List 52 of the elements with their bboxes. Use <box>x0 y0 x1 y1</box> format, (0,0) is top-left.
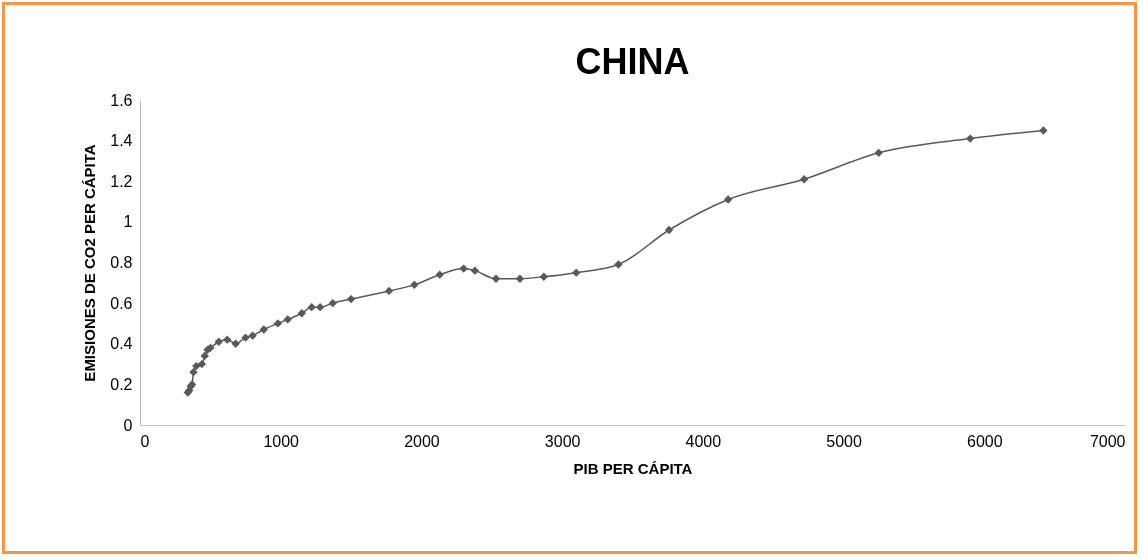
point <box>346 294 356 304</box>
point <box>724 195 733 204</box>
point <box>539 272 549 281</box>
y-tick-label: 0.8 <box>110 254 133 271</box>
point <box>799 175 809 184</box>
chart-title: CHINA <box>575 41 690 82</box>
x-tick-label: 6000 <box>966 432 1003 450</box>
point <box>491 274 501 283</box>
y-tick-label: 1.6 <box>110 91 133 109</box>
point <box>1039 126 1048 135</box>
point <box>459 264 468 273</box>
point <box>307 303 316 312</box>
x-tick-label: 1000 <box>263 432 300 450</box>
y-tick-label: 0.6 <box>110 294 133 312</box>
point <box>470 266 480 275</box>
point <box>328 298 337 308</box>
y-tick-label: 1.4 <box>110 132 133 150</box>
point <box>515 274 525 283</box>
point <box>410 280 419 290</box>
x-tick-label: 3000 <box>544 432 581 450</box>
y-tick-label: 0 <box>123 416 133 434</box>
point <box>572 268 581 277</box>
point <box>315 303 325 312</box>
x-tick-label: 5000 <box>826 432 862 450</box>
point <box>241 333 250 342</box>
point <box>297 309 306 318</box>
y-axis-title: EMISIONES DE CO2 PER CÁPITA <box>81 144 99 382</box>
point <box>189 368 198 377</box>
point <box>200 351 209 361</box>
y-tick-label: 1 <box>123 213 133 231</box>
point <box>874 148 883 157</box>
x-tick-label: 2000 <box>404 432 440 450</box>
point <box>223 335 232 344</box>
x-tick-label: 7000 <box>1089 432 1126 450</box>
point <box>384 286 394 296</box>
y-tick-label: 0.2 <box>110 375 133 393</box>
point <box>248 331 257 340</box>
x-axis-title: PIB PER CÁPITA <box>573 459 693 477</box>
point <box>283 315 292 324</box>
y-tick-label: 0.4 <box>110 335 133 353</box>
point <box>231 339 240 348</box>
x-tick-label: 0 <box>140 432 150 450</box>
point <box>259 325 269 334</box>
point <box>273 319 283 328</box>
point <box>214 337 223 346</box>
point <box>614 260 623 269</box>
point <box>664 225 674 235</box>
y-tick-label: 1.2 <box>110 172 133 190</box>
point <box>966 134 975 143</box>
point <box>197 359 207 369</box>
x-tick-label: 4000 <box>685 432 722 450</box>
point <box>435 270 444 279</box>
